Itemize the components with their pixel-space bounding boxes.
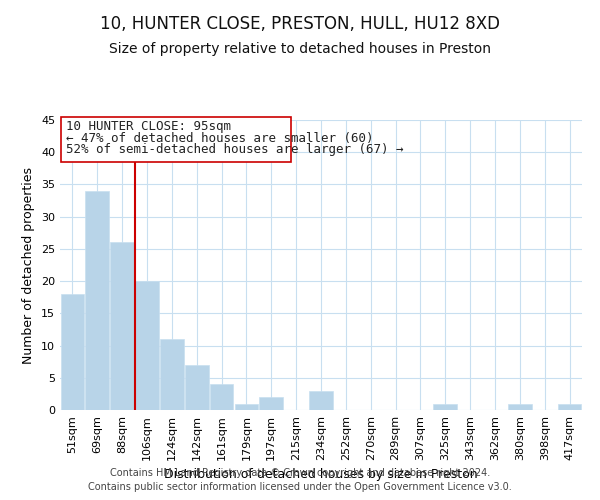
Bar <box>259 397 283 410</box>
Text: Contains HM Land Registry data © Crown copyright and database right 2024.: Contains HM Land Registry data © Crown c… <box>110 468 490 477</box>
Y-axis label: Number of detached properties: Number of detached properties <box>22 166 35 364</box>
Bar <box>210 384 233 410</box>
Bar <box>160 339 184 410</box>
X-axis label: Distribution of detached houses by size in Preston: Distribution of detached houses by size … <box>164 468 478 481</box>
Bar <box>508 404 532 410</box>
Bar <box>135 281 159 410</box>
Text: Size of property relative to detached houses in Preston: Size of property relative to detached ho… <box>109 42 491 56</box>
Bar <box>433 404 457 410</box>
Bar <box>110 242 134 410</box>
Bar <box>558 404 581 410</box>
Bar <box>309 390 333 410</box>
Text: 10, HUNTER CLOSE, PRESTON, HULL, HU12 8XD: 10, HUNTER CLOSE, PRESTON, HULL, HU12 8X… <box>100 15 500 33</box>
Text: 52% of semi-detached houses are larger (67) →: 52% of semi-detached houses are larger (… <box>66 143 404 156</box>
Text: 10 HUNTER CLOSE: 95sqm: 10 HUNTER CLOSE: 95sqm <box>66 120 231 133</box>
Bar <box>85 191 109 410</box>
Text: ← 47% of detached houses are smaller (60): ← 47% of detached houses are smaller (60… <box>66 132 374 144</box>
Bar <box>61 117 291 162</box>
Text: Contains public sector information licensed under the Open Government Licence v3: Contains public sector information licen… <box>88 482 512 492</box>
Bar <box>235 404 258 410</box>
Bar <box>185 365 209 410</box>
Bar <box>61 294 84 410</box>
